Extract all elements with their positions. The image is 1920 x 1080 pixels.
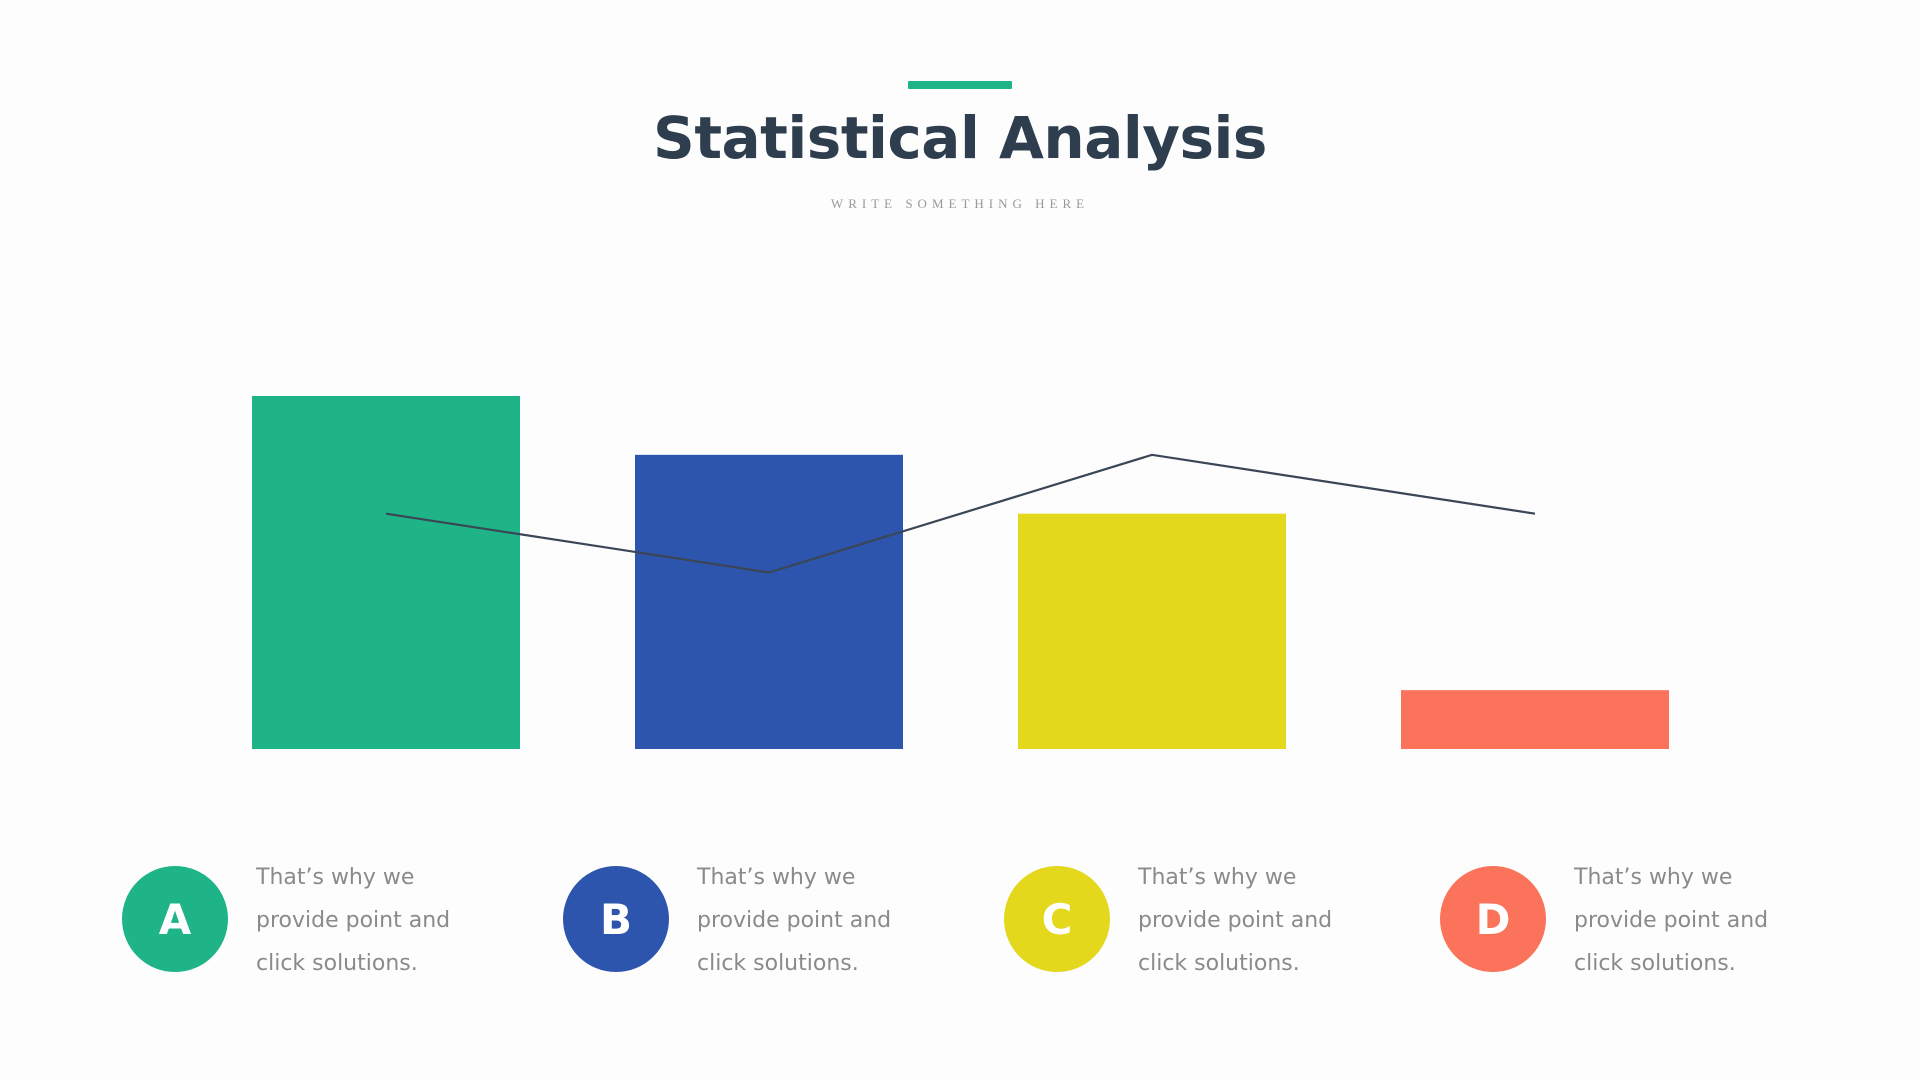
legend-description-d: That’s why we provide point and click so… bbox=[1574, 856, 1814, 985]
legend-badge-c: C bbox=[1004, 866, 1110, 972]
legend-item-a: A That’s why we provide point and click … bbox=[122, 865, 482, 976]
legend-item-c: C That’s why we provide point and click … bbox=[1004, 865, 1364, 976]
legend-badge-b: B bbox=[563, 866, 669, 972]
bar-b bbox=[635, 454, 903, 749]
legend-line: click solutions. bbox=[256, 951, 418, 976]
legend-line: That’s why we bbox=[1574, 865, 1733, 890]
title-accent-bar bbox=[908, 81, 1012, 89]
page-subtitle: WRITE SOMETHING HERE bbox=[830, 196, 1090, 211]
legend-item-d: D That’s why we provide point and click … bbox=[1440, 865, 1800, 976]
legend-line: provide point and bbox=[1138, 908, 1333, 933]
legend-item-b: B That’s why we provide point and click … bbox=[563, 865, 923, 976]
legend-line: That’s why we bbox=[697, 865, 856, 890]
bar-group bbox=[252, 396, 1669, 749]
legend-line: That’s why we bbox=[1138, 865, 1297, 890]
bar-d bbox=[1401, 690, 1669, 749]
bar-c bbox=[1018, 513, 1286, 749]
legend-line: provide point and bbox=[697, 908, 892, 933]
trend-line bbox=[385, 453, 1536, 574]
page-title: Statistical Analysis bbox=[653, 104, 1267, 172]
legend-line: click solutions. bbox=[1574, 951, 1736, 976]
legend-description-c: That’s why we provide point and click so… bbox=[1138, 856, 1378, 985]
legend-line: provide point and bbox=[1574, 908, 1769, 933]
legend-line: click solutions. bbox=[697, 951, 859, 976]
legend-line: That’s why we bbox=[256, 865, 415, 890]
legend-badge-a: A bbox=[122, 866, 228, 972]
legend-line: provide point and bbox=[256, 908, 451, 933]
bar-a bbox=[252, 396, 520, 749]
legend-description-a: That’s why we provide point and click so… bbox=[256, 856, 496, 985]
legend-description-b: That’s why we provide point and click so… bbox=[697, 856, 937, 985]
legend-line: click solutions. bbox=[1138, 951, 1300, 976]
legend-badge-d: D bbox=[1440, 866, 1546, 972]
